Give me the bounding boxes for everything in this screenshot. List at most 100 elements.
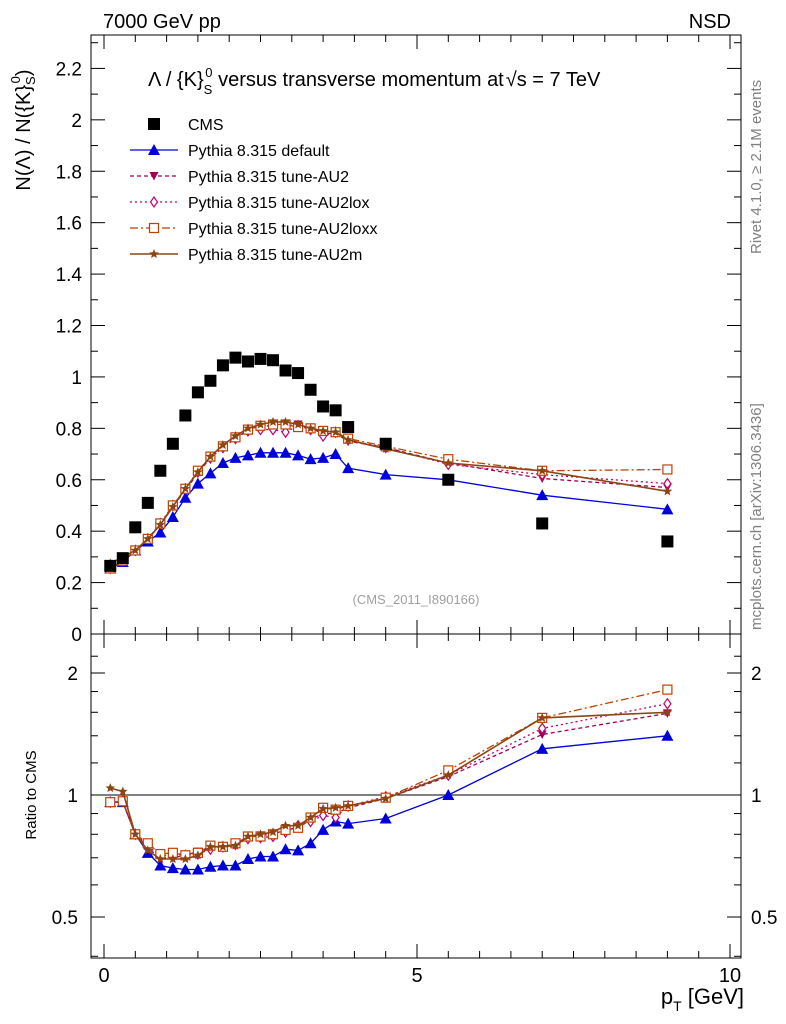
y-tick-label: 0.4: [56, 522, 83, 543]
legend-marker-default: [148, 144, 160, 155]
main-point-default: [292, 449, 305, 461]
ratio-point-default: [179, 863, 192, 875]
ratio-point-au2m: [155, 854, 166, 864]
ratio-point-au2lox: [331, 811, 340, 824]
ratio-point-au2m: [143, 845, 153, 855]
main-point-default: [279, 446, 292, 458]
chart-title-mid: versus transverse momentum at: [213, 69, 505, 91]
ratio-point-default: [536, 742, 549, 754]
main-point-au2m: [130, 545, 141, 555]
main-point-au2m: [268, 416, 278, 426]
y-tick-label: 1.6: [56, 214, 82, 235]
ratio-point-au2m: [218, 841, 228, 851]
main-point-default: [661, 503, 674, 515]
main-point-cms: [292, 367, 305, 380]
ratio-y-tick-label-right: 1: [751, 786, 762, 807]
main-point-default: [254, 446, 267, 458]
main-point-default: [154, 526, 167, 538]
ratio-point-au2m: [180, 854, 191, 864]
main-point-default: [241, 449, 254, 461]
ratio-point-au2m: [243, 831, 253, 841]
ratio-series-layer: [104, 684, 674, 875]
ratio-point-default: [661, 729, 674, 741]
ratio-line-au2m: [110, 711, 668, 860]
ratio-point-au2m: [662, 707, 673, 717]
ratio-point-au2m: [343, 800, 353, 810]
main-point-au2m: [330, 427, 341, 437]
main-point-au2m: [243, 423, 253, 433]
ratio-point-au2m: [318, 803, 328, 813]
main-point-default: [379, 468, 392, 480]
ratio-point-default: [254, 850, 267, 862]
main-y-axis-label: N(Λ) / N({K}S0): [8, 69, 38, 190]
x-tick-label: 0: [98, 965, 109, 987]
ratio-point-default: [342, 817, 355, 829]
ratio-point-default: [279, 843, 292, 855]
main-point-cms: [267, 354, 280, 367]
ratio-point-default: [229, 859, 242, 871]
main-point-cms: [442, 473, 455, 486]
main-y-label-text: N(Λ) / N({K}: [13, 85, 35, 191]
process-label: NSD: [689, 11, 731, 33]
main-series-cms: [104, 351, 674, 572]
y-tick-label: 1.4: [56, 265, 83, 286]
main-point-default: [342, 462, 355, 474]
main-point-au2m: [168, 501, 178, 511]
main-point-cms: [317, 400, 330, 413]
main-point-au2m: [343, 434, 353, 444]
x-tick-label: 5: [411, 965, 422, 987]
main-point-cms: [154, 464, 167, 477]
main-point-cms: [279, 364, 292, 377]
ratio-y-tick-label: 1: [67, 786, 78, 807]
main-point-au2m: [537, 465, 547, 475]
y-tick-label: 0: [71, 625, 82, 646]
legend-marker-au2lox: [149, 195, 159, 209]
y-tick-label: 0.2: [56, 574, 82, 595]
main-series-layer: [104, 351, 674, 575]
ratio-point-au2m: [268, 827, 278, 837]
main-point-cms: [536, 517, 549, 530]
y-tick-label: 1.8: [56, 162, 82, 183]
ratio-point-au2m: [280, 820, 291, 830]
legend-label-default: Pythia 8.315 default: [188, 143, 330, 160]
ratio-frame: [90, 633, 742, 959]
main-point-cms: [116, 552, 129, 565]
y-tick-label: 0.8: [56, 419, 82, 440]
main-point-au2m: [280, 416, 291, 426]
y-tick-label: 2.2: [56, 59, 82, 80]
ratio-point-au2lox: [537, 722, 547, 735]
main-point-default: [191, 477, 204, 489]
ratio-y-tick-label-right: 0.5: [751, 908, 777, 929]
y-tick-label: 1.2: [56, 317, 82, 338]
chart-title-sup: 0: [205, 65, 212, 80]
main-point-au2m: [155, 519, 166, 529]
legend-label-au2loxx: Pythia 8.315 tune-AU2loxx: [188, 221, 377, 238]
main-point-au2m: [218, 440, 228, 450]
main-point-default: [536, 489, 549, 501]
main-point-default: [204, 467, 217, 479]
main-point-au2loxx: [662, 464, 673, 475]
ratio-point-default: [267, 850, 280, 862]
legend-marker-au2: [149, 172, 159, 181]
main-point-au2m: [205, 451, 216, 461]
ratio-line-au2: [110, 712, 668, 859]
ratio-y-tick-label-right: 2: [751, 664, 762, 685]
ratio-point-default: [216, 859, 229, 871]
ratio-point-au2m: [205, 841, 216, 851]
ratio-point-au2loxx: [105, 797, 116, 808]
ratio-point-au2m: [130, 829, 141, 839]
main-point-cms: [129, 521, 142, 534]
legend-label-au2m: Pythia 8.315 tune-AU2m: [188, 247, 362, 264]
main-point-cms: [166, 437, 179, 450]
ratio-point-default: [191, 863, 204, 875]
ratio-point-au2loxx: [662, 684, 673, 695]
main-point-default: [229, 451, 242, 463]
chart-title: Λ / {K}S 0 versus transverse momentum at √…: [148, 65, 601, 97]
main-point-default: [304, 453, 317, 465]
main-point-cms: [661, 535, 674, 548]
ratio-series-au2lox: [106, 697, 672, 863]
legend-entry-cms: CMS: [148, 117, 224, 134]
ratio-point-au2m: [293, 820, 303, 830]
main-point-au2m: [230, 431, 241, 441]
main-point-cms: [254, 352, 267, 365]
